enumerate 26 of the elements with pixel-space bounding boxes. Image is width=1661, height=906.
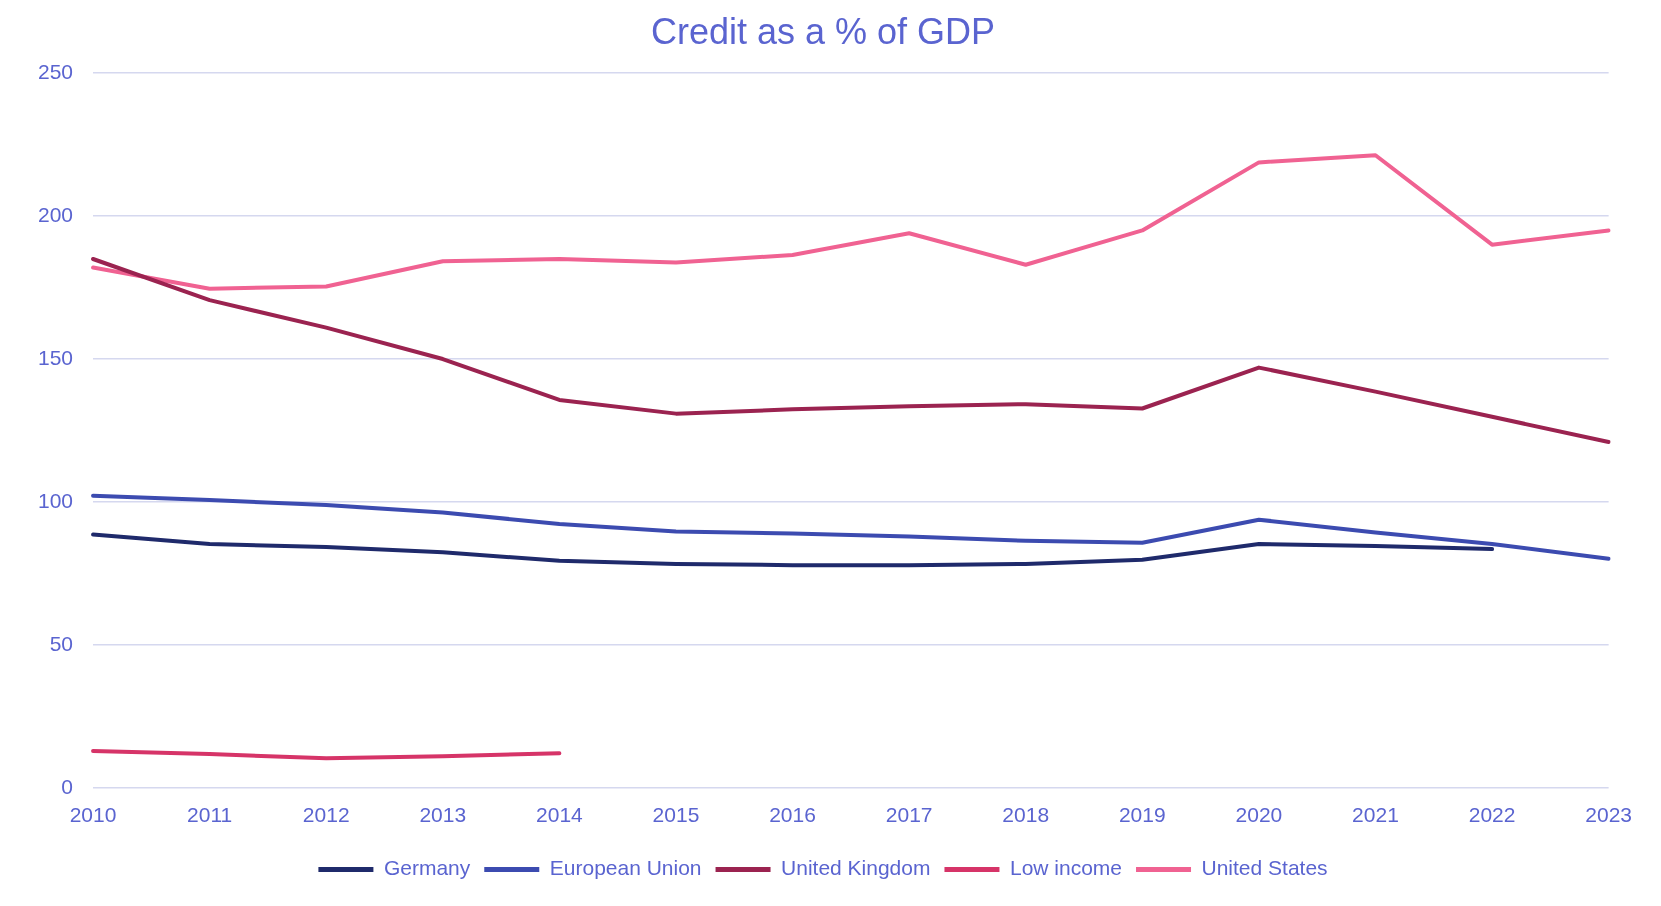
- x-tick-label: 2015: [652, 803, 700, 827]
- x-tick-label: 2011: [187, 803, 233, 827]
- x-tick-label: 2021: [1352, 803, 1399, 827]
- x-tick-label: 2014: [536, 803, 584, 827]
- x-tick-label: 2019: [1118, 803, 1166, 827]
- x-tick-label: 2012: [302, 803, 350, 827]
- x-tick-label: 2023: [1585, 803, 1632, 827]
- chart-title: Credit as a % of GDP: [650, 10, 996, 52]
- x-tick-label: 2013: [419, 803, 467, 827]
- x-tick-label: 2022: [1468, 803, 1516, 827]
- y-tick-label: 250: [37, 60, 74, 83]
- legend-label: European Union: [549, 856, 702, 880]
- legend-label: United Kingdom: [781, 856, 931, 880]
- y-tick-label: 200: [37, 202, 74, 226]
- x-tick-label: 2017: [885, 803, 933, 827]
- legend-label: Germany: [383, 856, 471, 880]
- x-tick-label: 2018: [1002, 803, 1050, 827]
- x-tick-label: 2016: [769, 803, 816, 827]
- legend-label: Low income: [1009, 856, 1123, 880]
- y-tick-label: 50: [49, 631, 74, 655]
- x-tick-label: 2020: [1235, 803, 1283, 827]
- y-tick-label: 150: [37, 345, 74, 369]
- y-tick-label: 0: [61, 774, 74, 798]
- x-tick-label: 2010: [69, 803, 117, 827]
- y-tick-label: 100: [37, 488, 74, 512]
- legend-label: United States: [1201, 856, 1328, 880]
